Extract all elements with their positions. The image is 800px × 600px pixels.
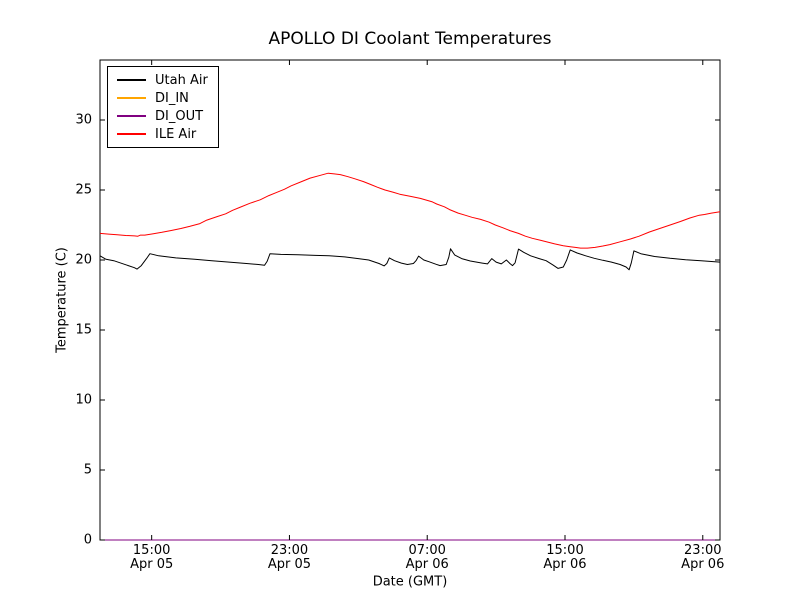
x-axis-label: Date (GMT): [372, 574, 448, 590]
x-tick-label: 07:00 Apr 06: [405, 543, 449, 572]
legend-item-label: Utah Air: [155, 72, 208, 88]
x-tick-label: 23:00 Apr 05: [267, 543, 312, 572]
legend-item: DI_OUT: [117, 107, 208, 125]
x-tick-label: 23:00 Apr 06: [681, 543, 725, 572]
y-tick-label: 0: [83, 532, 92, 548]
legend-line-sample: [117, 133, 146, 135]
y-tick-label: 30: [75, 112, 92, 128]
y-tick-label: 10: [75, 392, 92, 408]
series-line-ile-air: [99, 172, 721, 249]
y-tick-label: 5: [83, 462, 92, 478]
legend-item: DI_IN: [117, 89, 208, 107]
y-axis-label: Temperature (C): [54, 247, 70, 353]
legend: Utah Air DI_IN DI_OUT ILE Air: [107, 66, 219, 148]
legend-line-sample: [117, 97, 146, 99]
legend-item-label: ILE Air: [155, 126, 197, 142]
legend-item: Utah Air: [117, 71, 208, 89]
y-tick-label: 20: [75, 252, 92, 268]
chart-title: APOLLO DI Coolant Temperatures: [268, 29, 552, 49]
legend-item: ILE Air: [117, 125, 208, 143]
legend-item-label: DI_OUT: [155, 108, 204, 124]
legend-line-sample: [117, 79, 146, 81]
y-tick-label: 15: [75, 322, 92, 338]
legend-line-sample: [117, 115, 146, 117]
series-line-utah-air: [99, 248, 721, 271]
x-tick-label: 15:00 Apr 05: [130, 543, 174, 572]
x-tick-label: 15:00 Apr 06: [543, 543, 587, 572]
y-tick-label: 25: [75, 182, 92, 198]
legend-item-label: DI_IN: [155, 90, 189, 106]
